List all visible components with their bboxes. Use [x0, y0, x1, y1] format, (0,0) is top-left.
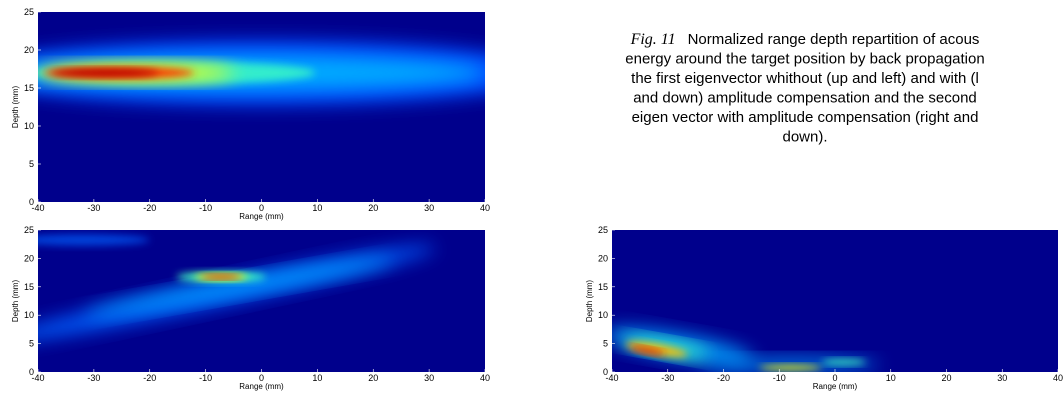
x-tick-label: -40 — [605, 373, 618, 383]
x-tick-label: 10 — [312, 203, 322, 213]
x-tick-label: -40 — [31, 203, 44, 213]
y-tick-label: 20 — [598, 253, 608, 263]
y-tick-label: 20 — [24, 45, 34, 55]
x-tick-label: -10 — [199, 373, 212, 383]
y-tick-label: 25 — [24, 225, 34, 235]
y-tick-label: 15 — [24, 83, 34, 93]
y-tick-label: 15 — [24, 282, 34, 292]
heatmap-background — [38, 12, 485, 202]
x-tick-label: -30 — [661, 373, 674, 383]
y-tick-label: 10 — [24, 310, 34, 320]
intensity-region — [38, 234, 150, 246]
y-axis-label: Depth (mm) — [11, 280, 20, 323]
x-tick-label: -10 — [773, 373, 786, 383]
x-tick-label: 20 — [368, 373, 378, 383]
x-tick-label: 40 — [480, 373, 490, 383]
x-tick-label: -20 — [717, 373, 730, 383]
x-tick-label: 30 — [997, 373, 1007, 383]
heatmap-image — [38, 230, 485, 372]
caption-line: eigen vector with amplitude compensation… — [632, 109, 979, 126]
y-tick-label: 10 — [598, 310, 608, 320]
y-tick-label: 0 — [29, 367, 34, 377]
x-tick-label: 0 — [259, 203, 264, 213]
y-tick-label: 25 — [598, 225, 608, 235]
x-tick-label: 30 — [424, 373, 434, 383]
x-tick-label: 20 — [368, 203, 378, 213]
x-tick-label: -10 — [199, 203, 212, 213]
x-tick-label: -20 — [143, 203, 156, 213]
x-tick-label: -30 — [87, 203, 100, 213]
x-tick-label: 10 — [886, 373, 896, 383]
x-axis-label: Range (mm) — [239, 382, 284, 391]
caption-label: Fig. 11 — [630, 31, 676, 48]
y-tick-label: 25 — [24, 7, 34, 17]
caption-line: energy around the target position by bac… — [625, 51, 984, 68]
x-tick-label: -40 — [31, 373, 44, 383]
y-tick-label: 0 — [29, 197, 34, 207]
heatmap-image — [612, 230, 1058, 372]
caption: Fig. 11 Normalized range depth repartitio… — [625, 31, 984, 146]
y-axis-label: Depth (mm) — [585, 280, 594, 323]
caption-text: Normalized range depth repartition of ac… — [688, 31, 980, 48]
x-tick-label: 20 — [941, 373, 951, 383]
y-axis-label: Depth (mm) — [11, 86, 20, 129]
intensity-region — [625, 341, 688, 357]
intensity-region — [51, 69, 159, 77]
heatmap-panel: -40 -30 -20 -10 0 10 20 30 40 0 5 10 15 20 25 Range (mm… — [11, 225, 490, 391]
x-axis-label: Range (mm) — [239, 212, 284, 221]
caption-line: the first eigenvector whithout (up and l… — [631, 70, 979, 87]
y-tick-label: 20 — [24, 253, 34, 263]
heatmap-panel: -40 -30 -20 -10 0 10 20 30 40 0 5 10 15 20 25 Range (mm… — [585, 225, 1063, 391]
y-tick-label: 5 — [29, 159, 34, 169]
x-tick-label: 40 — [480, 203, 490, 213]
caption-line: down). — [782, 129, 827, 146]
intensity-region — [821, 359, 867, 365]
heatmap-panel: -40 -30 -20 -10 0 10 20 30 40 0 5 10 15 20 25 Range (mm… — [11, 7, 490, 221]
y-tick-label: 5 — [603, 339, 608, 349]
x-tick-label: 10 — [312, 373, 322, 383]
y-tick-label: 0 — [603, 367, 608, 377]
intensity-region — [85, 258, 394, 316]
x-tick-label: 0 — [259, 373, 264, 383]
x-tick-label: -20 — [143, 373, 156, 383]
intensity-region — [630, 346, 666, 355]
intensity-region — [201, 274, 242, 279]
y-tick-label: 10 — [24, 121, 34, 131]
x-tick-label: -30 — [87, 373, 100, 383]
y-tick-label: 15 — [598, 282, 608, 292]
heatmap-image — [38, 12, 485, 202]
y-tick-label: 5 — [29, 339, 34, 349]
caption-line: and down) amplitude compensation and the… — [633, 90, 977, 107]
intensity-region — [759, 364, 822, 371]
x-tick-label: 30 — [424, 203, 434, 213]
x-tick-label: 0 — [832, 373, 837, 383]
x-tick-label: 40 — [1053, 373, 1063, 383]
caption-line: Fig. 11 Normalized range depth repartitio… — [630, 31, 980, 48]
x-axis-label: Range (mm) — [813, 382, 858, 391]
